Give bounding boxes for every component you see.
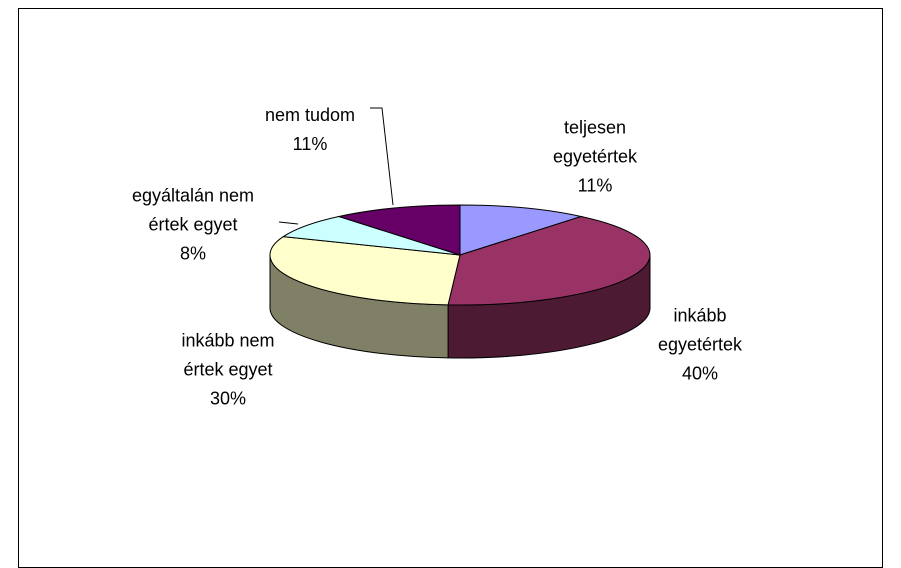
data-label: nem tudom 11% bbox=[265, 101, 355, 159]
category-label: nem tudom bbox=[264, 105, 356, 125]
value-label: 11% bbox=[292, 134, 328, 154]
pie-slice bbox=[336, 204, 461, 256]
data-label: inkább nem értek egyet 30% bbox=[181, 327, 274, 414]
pie-slice bbox=[269, 236, 461, 306]
chart bbox=[269, 107, 651, 359]
value-label: 40% bbox=[681, 363, 719, 384]
leader-line bbox=[278, 221, 299, 225]
data-label: teljesen egyetértek 11% bbox=[553, 114, 637, 201]
page: teljesen egyetértek 11% inkább egyetértek 4… bbox=[18, 8, 883, 568]
pie-slice bbox=[447, 215, 651, 306]
data-label: inkább egyetértek 40% bbox=[658, 302, 742, 389]
value-label: 30% bbox=[209, 388, 247, 409]
pie-slice bbox=[459, 204, 584, 256]
pie bbox=[269, 204, 651, 359]
value-label: 11% bbox=[577, 175, 613, 196]
category-label: teljesen egyetértek bbox=[552, 117, 638, 167]
category-label: inkább nem értek egyet bbox=[181, 330, 275, 380]
pie-slice bbox=[281, 215, 461, 256]
category-label: inkább egyetértek bbox=[657, 305, 743, 355]
category-label: egyáltalán nem értek egyet bbox=[131, 185, 255, 235]
data-label: egyáltalán nem értek egyet 8% bbox=[132, 182, 254, 269]
leader-line bbox=[370, 107, 394, 206]
value-label: 8% bbox=[179, 243, 206, 264]
